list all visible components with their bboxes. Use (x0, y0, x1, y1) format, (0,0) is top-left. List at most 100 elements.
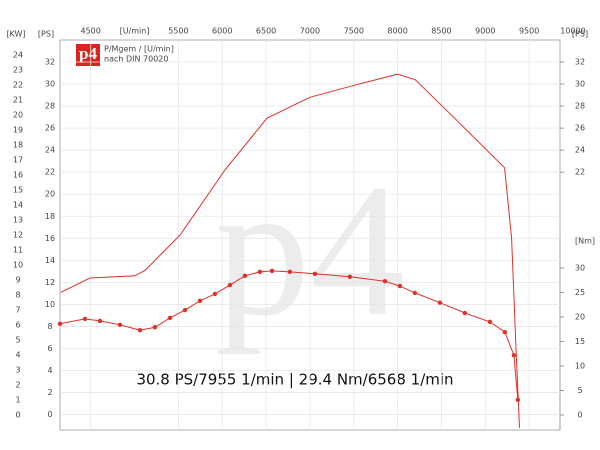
kw-tick-label: 17 (13, 156, 23, 165)
kw-tick-label: 20 (13, 111, 23, 120)
y-tick-label: 4 (47, 366, 52, 375)
y-right-tick-label: 30 (575, 80, 585, 89)
y-tick-label: 8 (47, 322, 52, 331)
data-point (312, 271, 318, 277)
kw-tick-label: 24 (13, 51, 23, 60)
y-right-tick-label: 32 (575, 58, 585, 67)
data-point (382, 278, 388, 284)
series-line (60, 73, 520, 428)
x-tick-label: 8500 (431, 27, 451, 36)
data-point (502, 329, 508, 335)
data-point (97, 318, 103, 324)
x-tick-label: 8000 (387, 27, 407, 36)
y-tick-label: 30 (45, 80, 55, 89)
data-point (57, 321, 63, 327)
data-point (462, 310, 468, 316)
x-tick-label: 7500 (344, 27, 364, 36)
data-point (182, 307, 188, 313)
kw-tick-label: 23 (13, 66, 23, 75)
kw-tick-label: 15 (13, 186, 23, 195)
kw-tick-label: 0 (15, 411, 20, 420)
data-point (82, 316, 88, 322)
kw-tick-label: 21 (13, 96, 23, 105)
data-point (412, 290, 418, 296)
y-tick-label: 10 (45, 300, 55, 309)
data-point (242, 273, 248, 278)
y2-tick-label: 25 (575, 288, 585, 297)
y-tick-label: 12 (45, 278, 55, 287)
kw-tick-label: 9 (15, 276, 20, 285)
y-tick-label: 6 (47, 344, 52, 353)
data-point (287, 269, 293, 275)
y-tick-label: 20 (45, 190, 55, 199)
kw-tick-label: 12 (13, 231, 23, 240)
kw-tick-label: 5 (15, 336, 20, 345)
y-tick-label: 16 (45, 234, 55, 243)
data-point (397, 283, 403, 289)
y-tick-label: 28 (45, 102, 55, 111)
data-point (257, 269, 263, 275)
data-point (117, 322, 123, 328)
y-right-tick-label: 26 (575, 124, 585, 133)
data-point (197, 298, 203, 303)
x-tick-label: 6500 (256, 27, 276, 36)
kw-tick-label: 8 (15, 291, 20, 300)
logo-box (76, 44, 100, 66)
y-axis-label-right: [PS] (572, 30, 588, 39)
data-point (437, 300, 443, 305)
data-point (167, 315, 173, 321)
y-right-tick-label: 22 (575, 168, 585, 177)
annotation: 30.8 PS/7955 1/min | 29.4 Nm/6568 1/min (136, 371, 453, 389)
logo: p4 (79, 44, 97, 63)
y-tick-label: 0 (47, 410, 52, 419)
kw-tick-label: 16 (13, 171, 23, 180)
x-tick-label: 5500 (168, 27, 188, 36)
y-tick-label: 26 (45, 124, 55, 133)
kw-tick-label: 6 (15, 321, 20, 330)
data-point (137, 327, 143, 333)
x-tick-label: 9000 (475, 27, 495, 36)
data-point (487, 319, 493, 325)
kw-tick-label: 11 (13, 246, 23, 255)
y-tick-label: 24 (45, 146, 55, 155)
y-tick-label: 14 (45, 256, 55, 265)
series-line (59, 270, 519, 400)
y-tick-label: 32 (45, 58, 55, 67)
y2-tick-label: 10 (575, 361, 585, 370)
kw-tick-label: 7 (15, 306, 20, 315)
kw-tick-label: 19 (13, 126, 23, 135)
data-point (212, 291, 218, 297)
x-axis-label: [U/min] (120, 27, 150, 36)
data-point (347, 274, 353, 279)
kw-tick-label: 2 (15, 381, 20, 390)
kw-tick-label: 4 (15, 351, 20, 360)
data-point (152, 325, 158, 330)
y2-tick-label: 0 (577, 411, 582, 420)
kw-tick-label: 3 (15, 366, 20, 375)
y2-tick-label: 20 (575, 312, 585, 321)
y-right-tick-label: 24 (575, 146, 585, 155)
x-tick-label: 10000 (560, 27, 585, 36)
y-axis-label: [PS] (38, 30, 54, 39)
x-tick-label: 7000 (300, 27, 320, 36)
x-tick-label: 6000 (212, 27, 232, 36)
legend-line: nach DIN 70020 (104, 55, 168, 64)
y-tick-label: 22 (45, 168, 55, 177)
data-point (511, 352, 517, 358)
y2-tick-label: 15 (575, 337, 585, 346)
y-tick-label: 2 (47, 388, 52, 397)
legend-line: P/Mgem / [U/min] (104, 45, 174, 54)
kw-tick-label: 10 (13, 261, 23, 270)
x-tick-label: 9500 (519, 27, 539, 36)
kw-tick-label: 18 (13, 141, 23, 150)
data-point (269, 268, 275, 274)
x-tick-label: 4500 (81, 27, 101, 36)
data-point (227, 282, 233, 288)
y-tick-label: 18 (45, 212, 55, 221)
kw-axis-label: [KW] (6, 30, 25, 39)
data-point (515, 397, 521, 403)
y2-axis-label: [Nm] (575, 237, 595, 246)
y-right-tick-label: 28 (575, 102, 585, 111)
